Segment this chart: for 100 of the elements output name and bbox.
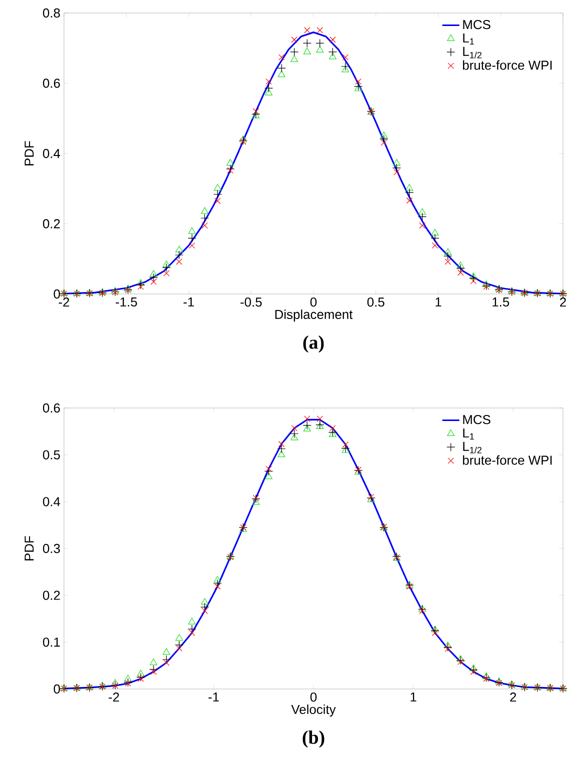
text: (a) <box>303 336 324 353</box>
y-tick-label: 0.6 <box>42 78 60 88</box>
point <box>214 583 221 590</box>
point <box>149 665 158 674</box>
point <box>202 222 208 229</box>
legend-label: L$_{1}$ <box>463 428 474 440</box>
point <box>418 212 427 222</box>
point <box>418 208 426 215</box>
point <box>291 425 298 432</box>
point <box>124 284 132 292</box>
point <box>482 280 490 288</box>
point <box>406 184 414 191</box>
x-tick-label: 1 <box>410 692 416 702</box>
point <box>456 656 465 665</box>
point <box>405 188 414 197</box>
point <box>394 168 400 176</box>
point <box>226 159 234 166</box>
x-tick-label: -2 <box>58 298 70 307</box>
point <box>341 62 350 71</box>
point <box>213 579 222 588</box>
point <box>482 673 491 682</box>
legend-label: L$_{1}$ <box>463 34 474 45</box>
x-tick-label: 0 <box>310 298 317 307</box>
x-tick-label: 2 <box>560 298 566 307</box>
point <box>316 416 324 422</box>
point <box>302 421 312 430</box>
point <box>266 78 272 85</box>
point <box>392 164 402 172</box>
x-tick-label: -2 <box>108 692 119 702</box>
point <box>264 472 272 480</box>
point <box>213 190 222 199</box>
point <box>214 184 222 191</box>
point <box>392 159 400 166</box>
y-tick-label: 0.4 <box>42 497 60 506</box>
point <box>226 164 235 174</box>
point <box>150 270 158 277</box>
point <box>150 658 158 666</box>
point <box>456 655 464 662</box>
point <box>266 466 272 472</box>
point <box>432 242 438 249</box>
point <box>150 668 157 675</box>
point <box>444 643 452 652</box>
point <box>304 27 310 34</box>
point <box>432 630 438 636</box>
x-tick-label: 1.5 <box>492 298 510 307</box>
point <box>162 655 171 664</box>
point <box>163 660 170 666</box>
point <box>342 54 349 60</box>
point <box>188 624 196 634</box>
point <box>136 280 146 290</box>
y-tick-label: 0.5 <box>42 450 60 460</box>
point <box>278 54 285 60</box>
point <box>470 668 477 675</box>
point <box>252 108 259 114</box>
point <box>380 139 387 146</box>
x-axis-title: Velocity <box>291 704 336 717</box>
point <box>277 444 286 454</box>
point <box>175 634 183 641</box>
point <box>290 434 298 440</box>
point <box>342 66 350 72</box>
point <box>138 676 144 682</box>
point <box>264 466 273 476</box>
point <box>469 274 478 282</box>
point <box>482 672 490 680</box>
point <box>380 134 388 144</box>
point <box>150 278 157 285</box>
y-tick-label: 0.6 <box>42 403 60 413</box>
point <box>431 626 439 632</box>
point <box>200 598 208 605</box>
legend-label: brute-force WPI <box>462 455 552 465</box>
point <box>136 670 145 676</box>
legend-label: L$_{1/2}$ <box>463 442 482 454</box>
point <box>354 84 362 92</box>
point <box>227 167 234 174</box>
y-tick-label: 0.2 <box>42 219 60 228</box>
point <box>136 279 144 286</box>
point <box>328 52 336 60</box>
y-tick-label: 0.3 <box>42 544 60 554</box>
point <box>188 618 196 624</box>
legend-label: MCS <box>463 414 490 424</box>
y-tick-label: 0.1 <box>42 638 60 647</box>
point <box>304 416 310 422</box>
point <box>291 36 298 43</box>
point <box>290 48 299 56</box>
point <box>341 444 350 453</box>
y-tick-label: 0 <box>54 289 60 299</box>
point <box>200 602 210 612</box>
point <box>328 48 338 56</box>
point <box>444 258 451 265</box>
x-tick-label: -1.5 <box>116 298 137 307</box>
point <box>277 64 286 72</box>
point <box>303 424 311 432</box>
point <box>176 258 182 265</box>
point <box>200 214 210 222</box>
x-tick-label: 2 <box>510 692 516 702</box>
point <box>278 440 285 448</box>
x-tick-label: -1 <box>208 692 219 702</box>
point <box>380 132 388 138</box>
legend-label: brute-force WPI <box>462 60 552 70</box>
x-tick-label: 0.5 <box>367 298 384 307</box>
